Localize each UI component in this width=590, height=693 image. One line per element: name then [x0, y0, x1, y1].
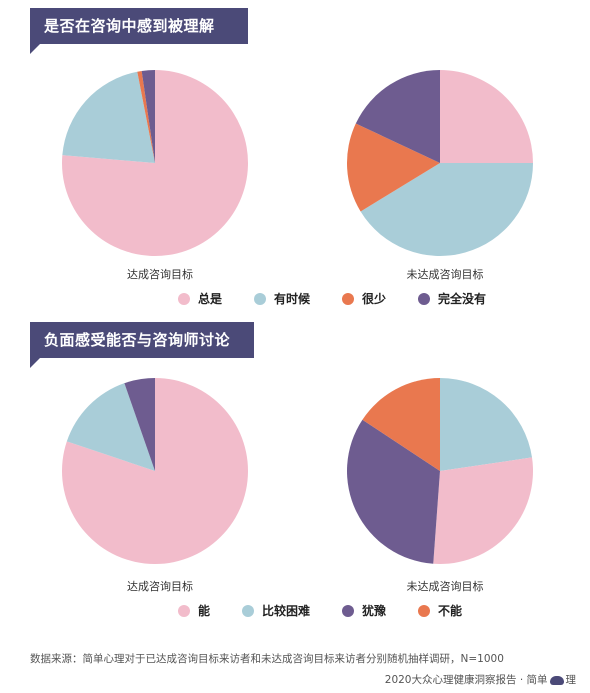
legend-label: 很少	[362, 292, 387, 306]
pie-chart-negative-achieved	[61, 378, 249, 564]
pie-slice-犹豫	[346, 419, 440, 564]
pie-slice-很少	[137, 70, 155, 163]
legend-item: 犹豫	[342, 602, 386, 619]
brand-suffix: 理	[565, 674, 577, 686]
legend-label: 总是	[198, 292, 223, 306]
pie-caption-achieved: 达成咨询目标	[127, 268, 193, 281]
legend-label: 犹豫	[362, 604, 387, 618]
brand-cloud-icon	[549, 676, 564, 685]
legend-label: 不能	[438, 604, 463, 618]
legend-swatch	[178, 604, 190, 617]
pie-slice-完全没有	[355, 70, 440, 163]
pie-slice-能	[433, 457, 533, 564]
legend-swatch	[342, 292, 355, 305]
pie-chart-understood-not-achieved	[347, 70, 533, 256]
legend-swatch	[342, 604, 355, 617]
legend-item: 有时候	[254, 290, 310, 307]
legend-item: 很少	[342, 290, 386, 307]
legend-label: 比较困难	[262, 604, 311, 618]
pie-slice-完全没有	[141, 70, 155, 163]
section-title-understood: 是否在咨询中感到被理解	[30, 8, 248, 54]
legend-swatch	[254, 292, 267, 305]
legend-negative: 能 比较困难 犹豫 不能	[178, 602, 494, 619]
report-footer: 2020大众心理健康洞察报告 · 简单 理	[385, 672, 576, 687]
pie-slice-犹豫	[124, 378, 155, 471]
legend-swatch	[242, 604, 255, 617]
pie-caption-not-achieved: 未达成咨询目标	[406, 268, 484, 281]
legend-item: 完全没有	[418, 290, 486, 307]
pie-slice-总是	[440, 70, 533, 163]
pie-slice-比较困难	[66, 383, 155, 471]
legend-item: 能	[178, 602, 210, 619]
pie-chart-negative-not-achieved	[346, 378, 533, 564]
legend-swatch	[418, 292, 431, 305]
legend-item: 总是	[178, 290, 222, 307]
legend-swatch	[418, 604, 431, 617]
pie-chart-understood-achieved	[62, 70, 248, 256]
pie-slice-有时候	[62, 71, 155, 163]
legend-label: 有时候	[274, 292, 311, 306]
legend-label: 能	[198, 604, 211, 618]
section-title-negative-feelings: 负面感受能否与咨询师讨论	[30, 322, 254, 368]
pie-caption-achieved: 达成咨询目标	[127, 580, 193, 593]
legend-swatch	[178, 292, 190, 305]
data-source-note: 数据来源：简单心理对于已达成咨询目标来访者和未达成咨询目标来访者分别随机抽样调研…	[30, 653, 504, 665]
pie-caption-not-achieved: 未达成咨询目标	[406, 580, 484, 593]
legend-item: 不能	[418, 602, 462, 619]
pie-slice-很少	[347, 123, 440, 212]
legend-understood: 总是 有时候 很少 完全没有	[178, 290, 518, 307]
legend-label: 完全没有	[438, 292, 487, 306]
legend-item: 比较困难	[242, 602, 310, 619]
pie-slice-比较困难	[440, 378, 533, 471]
report-title: 2020大众心理健康洞察报告 · 简单	[384, 674, 548, 686]
pie-slice-有时候	[360, 163, 533, 256]
pie-slice-不能	[362, 378, 440, 471]
